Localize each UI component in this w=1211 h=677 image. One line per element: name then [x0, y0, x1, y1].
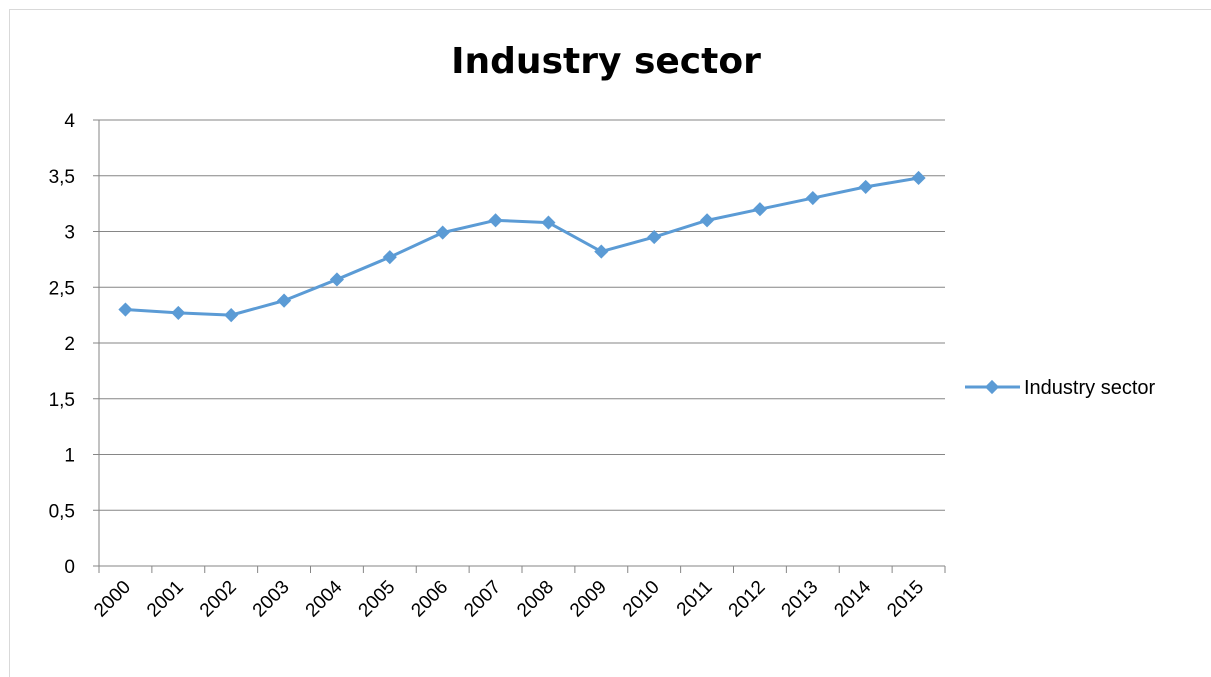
x-tick-label: 2000 [90, 577, 135, 622]
gridlines [99, 119, 945, 511]
x-tick-label: 2002 [196, 577, 241, 622]
y-tick-label: 1 [64, 446, 75, 467]
data-point-marker [647, 230, 662, 245]
chart-title: Industry sector [451, 41, 761, 82]
x-tick-label: 2004 [302, 576, 347, 621]
data-point-marker [594, 244, 609, 259]
y-tick-label: 3,5 [49, 167, 75, 188]
x-tick-label: 2010 [619, 577, 664, 622]
x-tick-label: 2009 [566, 577, 611, 622]
data-point-marker [805, 190, 820, 206]
data-point-marker [488, 213, 503, 228]
x-tick-label: 2005 [355, 577, 400, 622]
series-line [125, 176, 919, 317]
y-tick-label: 1,5 [49, 390, 75, 411]
y-tick-label: 2,5 [49, 278, 75, 299]
y-tick-label: 3 [64, 223, 75, 244]
data-point-marker [541, 215, 556, 230]
y-tick-label: 4 [64, 111, 75, 132]
x-tick-label: 2015 [883, 577, 928, 622]
y-tick-label: 0 [64, 557, 75, 578]
x-tick-label: 2011 [673, 577, 717, 621]
data-point-marker [752, 202, 768, 217]
legend-label: Industry sector [1024, 377, 1156, 399]
data-point-marker [118, 302, 133, 317]
y-tick-label: 0,5 [49, 501, 75, 522]
x-tick-label: 2003 [249, 577, 294, 622]
data-point-marker [435, 225, 450, 240]
data-point-marker [171, 305, 186, 320]
x-tick-label: 2007 [460, 577, 505, 622]
x-tick-label: 2012 [725, 577, 770, 622]
data-point-marker [382, 250, 397, 265]
data-point-marker [699, 213, 715, 228]
legend: Industry sector [965, 377, 1156, 399]
x-tick-label: 2006 [407, 577, 452, 622]
series-group [118, 170, 926, 323]
x-tick-label: 2014 [830, 576, 875, 621]
y-tick-label: 2 [64, 334, 75, 355]
data-point-marker [276, 293, 292, 308]
data-point-marker [329, 272, 345, 287]
data-point-marker [911, 170, 926, 186]
legend-marker-swatch [984, 379, 1000, 395]
x-tick-label: 2001 [143, 577, 188, 622]
x-tick-label: 2013 [778, 577, 823, 622]
y-axis-ticks: 0 0,5 1 1,5 2 2,5 3 3,5 4 [49, 111, 99, 578]
data-point-marker [858, 179, 873, 194]
x-tick-label: 2008 [513, 577, 558, 622]
x-axis-ticks: 2000 2001 2002 2003 2004 2005 2006 2007 2008 2009… [90, 566, 946, 622]
data-point-marker [224, 308, 239, 323]
